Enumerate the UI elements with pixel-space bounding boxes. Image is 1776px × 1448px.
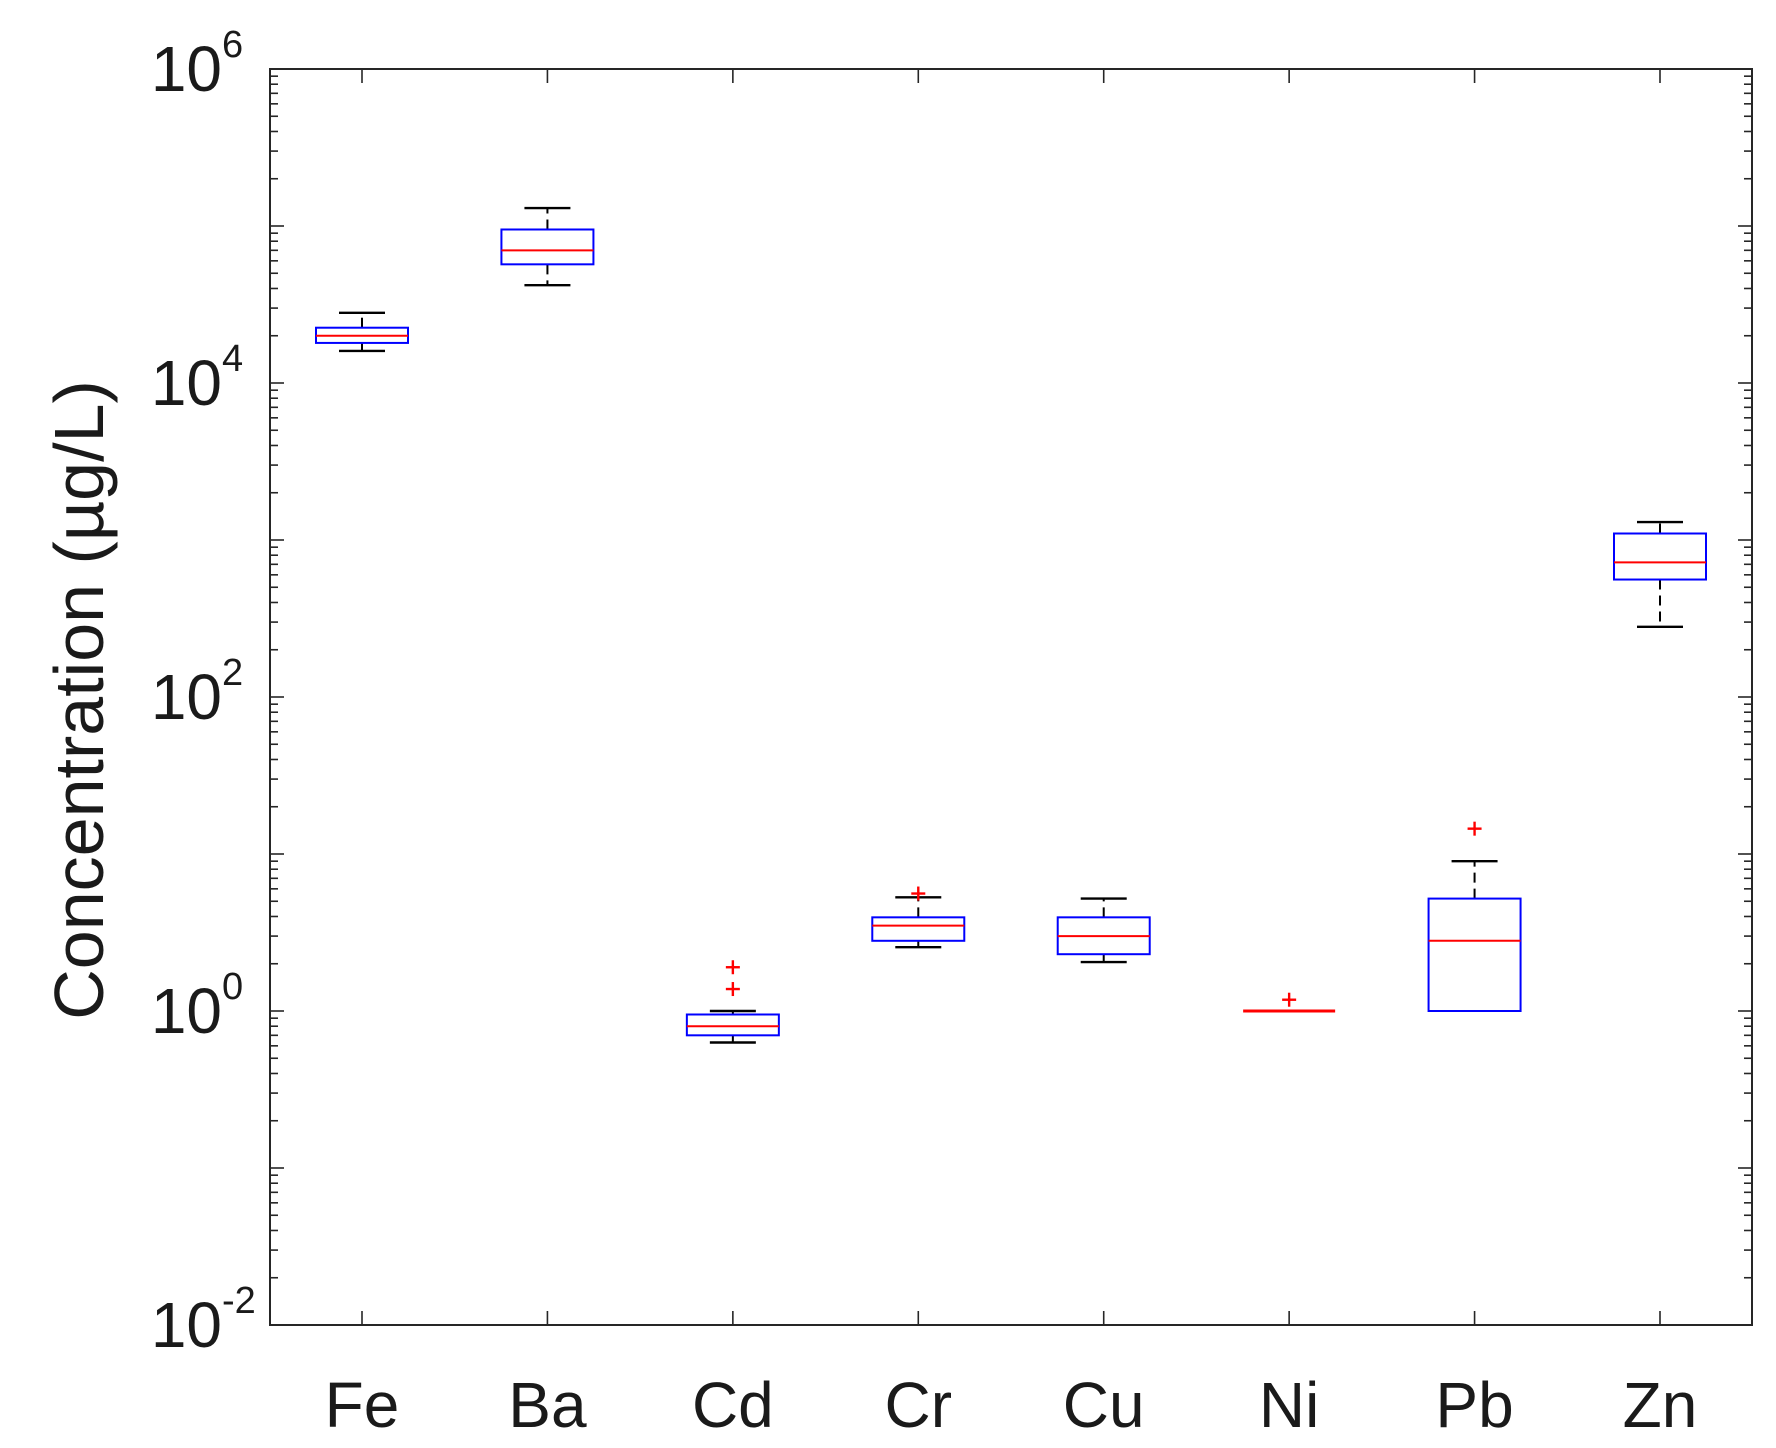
y-tick-exponent: 4: [222, 338, 243, 380]
box-series: [315, 206, 1707, 1044]
box-cr: [871, 886, 966, 949]
y-tick-label: 10: [151, 661, 222, 733]
x-tick-label: Cu: [1063, 1369, 1145, 1441]
y-tick-label: 10: [151, 347, 222, 419]
y-tick-label: 10: [151, 1289, 222, 1361]
x-axis: Fe Ba Cd Cr Cu Ni Pb Zn: [325, 69, 1698, 1441]
y-tick-base: 10: [151, 1289, 222, 1361]
outlier-marker: [911, 886, 926, 901]
box-fe: [315, 311, 409, 353]
x-tick-label: Ni: [1259, 1369, 1319, 1441]
outlier-marker: [1282, 992, 1297, 1007]
y-tick-exponent: 2: [222, 652, 243, 694]
outlier-marker: [1467, 821, 1482, 836]
y-tick-label: 10: [151, 33, 222, 105]
y-tick-base: 10: [151, 347, 222, 419]
box-iqr: [871, 916, 966, 942]
box-iqr: [1613, 532, 1707, 581]
box-ni: [1243, 992, 1336, 1013]
box-iqr: [685, 1013, 780, 1037]
box-iqr: [1427, 897, 1522, 1012]
box-cu: [1056, 897, 1151, 964]
x-tick-label: Zn: [1623, 1369, 1698, 1441]
outlier-marker: [725, 960, 740, 975]
y-tick-label: 10: [151, 975, 222, 1047]
outlier-marker: [725, 982, 740, 997]
y-tick-base: 10: [151, 661, 222, 733]
box-zn: [1613, 520, 1707, 628]
y-tick-exponent: 0: [222, 966, 243, 1008]
x-tick-label: Pb: [1435, 1369, 1513, 1441]
x-tick-label: Fe: [325, 1369, 400, 1441]
box-ba: [500, 206, 595, 287]
x-tick-label: Ba: [508, 1369, 587, 1441]
box-pb: [1427, 821, 1522, 1012]
box-cd: [685, 960, 780, 1044]
x-tick-label: Cr: [885, 1369, 953, 1441]
x-tick-label: Cd: [692, 1369, 774, 1441]
y-tick-base: 10: [151, 975, 222, 1047]
y-axis-title: Concentration (µg/L): [40, 380, 118, 1020]
y-tick-exponent: 6: [222, 24, 243, 66]
y-tick-exponent: -2: [222, 1280, 256, 1322]
y-tick-base: 10: [151, 33, 222, 105]
box-iqr: [500, 228, 595, 266]
